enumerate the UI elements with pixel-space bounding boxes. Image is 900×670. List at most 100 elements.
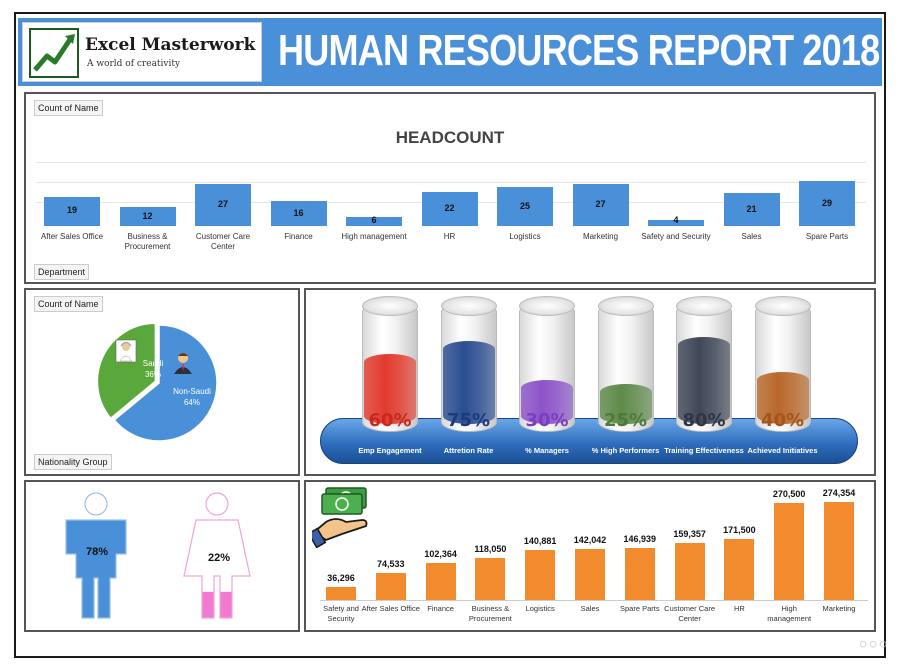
salary-bar-logistics — [525, 549, 556, 600]
salary-value-marketing: 274,354 — [822, 488, 856, 499]
money-hand-icon — [312, 487, 368, 548]
gridline — [36, 182, 866, 183]
male-percentage: 78% — [86, 546, 109, 558]
female-fill — [184, 591, 250, 618]
headcount-category-high-management: High management — [341, 232, 407, 241]
salary-value-spare-parts: 146,939 — [623, 533, 657, 544]
nationality-group-button[interactable]: Nationality Group — [34, 454, 112, 470]
headcount-value-safety-and-security: 4 — [673, 215, 679, 225]
headcount-bar-logistics — [497, 187, 553, 226]
kpi-label-managers: % Managers — [525, 446, 569, 455]
brand-logo: Excel Masterwork A world of creativity — [22, 22, 262, 82]
headcount-bar-customer-care-center — [195, 184, 251, 226]
growth-chart-icon — [29, 28, 79, 78]
pie-value-non-saudi: 64% — [183, 398, 200, 407]
salary-bar-finance — [425, 563, 456, 600]
headcount-category-logistics: Logistics — [509, 232, 541, 241]
headcount-category-business-procurement: Business & Procurement — [124, 232, 171, 251]
pie-slice-saudi — [96, 322, 157, 420]
watermark: ◦◦◦ — [858, 628, 888, 659]
salaries-panel: 36,296 Safety and Security 74,533 After Sal… — [304, 480, 876, 632]
headcount-panel: Count of Name HEADCOUNT Department 19 Aft… — [24, 92, 876, 284]
headcount-category-spare-parts: Spare Parts — [805, 232, 849, 241]
salary-value-sales: 142,042 — [573, 535, 607, 546]
headcount-bar-business-procurement — [119, 207, 176, 226]
kpi-value-emp-engagement: 60% — [368, 410, 412, 431]
salary-category-safety-and-security: Safety and Security — [323, 604, 359, 623]
kpi-value-achieved-initiatives: 40% — [760, 410, 805, 431]
salary-category-finance: Finance — [427, 604, 454, 613]
pie-label-non-saudi: Non-Saudi 64% — [166, 386, 218, 408]
salary-bar-after-sales-office — [375, 573, 406, 600]
kpi-value-attretion-rate: 75% — [446, 410, 491, 431]
headcount-chart-title: HEADCOUNT — [395, 128, 505, 147]
headcount-value-marketing: 27 — [595, 199, 606, 210]
salary-value-safety-and-security: 36,296 — [327, 573, 355, 584]
salary-category-spare-parts: Spare Parts — [619, 604, 660, 613]
saudi-person-icon — [115, 339, 137, 363]
headcount-value-after-sales-office: 19 — [66, 205, 77, 216]
salary-category-logistics: Logistics — [525, 604, 555, 613]
report-title: HUMAN RESOURCES REPORT 2018 — [278, 26, 880, 75]
kpi-value-managers: 30% — [525, 410, 569, 431]
businessman-icon — [174, 353, 192, 374]
salary-value-customer-care-center: 159,357 — [673, 529, 706, 540]
headcount-category-after-sales-office: After Sales Office — [40, 232, 104, 241]
salary-bar-sales — [575, 549, 605, 600]
nationality-field-button[interactable]: Count of Name — [34, 296, 103, 312]
kpi-value-high-performers: 25% — [603, 410, 648, 431]
salary-value-after-sales-office: 74,533 — [377, 559, 405, 570]
salary-bar-high-management — [774, 503, 805, 600]
salary-value-logistics: 140,881 — [523, 535, 557, 546]
department-field-button[interactable]: Department — [34, 264, 90, 280]
headcount-bar-safety-and-security — [648, 219, 704, 226]
kpi-cap-training-effectiveness — [676, 296, 732, 316]
salary-value-high-management: 270,500 — [772, 489, 806, 500]
kpi-label-achieved-initiatives: Achieved Initiatives — [747, 446, 818, 455]
salary-bar-marketing — [824, 502, 854, 600]
kpi-cap-attretion-rate — [440, 296, 497, 316]
kpi-value-training-effectiveness: 80% — [682, 410, 726, 431]
brand-tagline: A world of creativity — [87, 59, 181, 69]
kpi-fill-attretion-rate — [442, 341, 495, 424]
kpi-label-high-performers: % High Performers — [591, 446, 660, 455]
headcount-bar-sales — [723, 193, 780, 226]
salary-bar-business-procurement — [475, 557, 506, 600]
salary-category-customer-care-center: Customer Care Center — [664, 604, 716, 623]
salary-bar-spare-parts — [624, 547, 655, 600]
salary-category-hr: HR — [733, 604, 745, 613]
male-fill — [66, 520, 126, 618]
kpi-cap-high-performers — [597, 296, 654, 316]
kpi-label-emp-engagement: Emp Engagement — [358, 446, 422, 455]
headcount-category-hr: HR — [443, 232, 456, 241]
nationality-pie-chart — [96, 322, 218, 442]
kpi-label-attretion-rate: Attretion Rate — [443, 446, 494, 455]
kpi-cap-achieved-initiatives — [754, 296, 811, 316]
pie-category-non-saudi: Non-Saudi — [173, 387, 211, 396]
salaries-axis — [320, 600, 868, 601]
salary-bar-customer-care-center — [674, 543, 705, 600]
pie-label-saudi: Saudi 36% — [133, 358, 173, 380]
salary-category-business-procurement: Business & Procurement — [468, 604, 512, 623]
male-figure-icon — [65, 492, 127, 619]
pie-value-saudi: 36% — [144, 370, 161, 379]
salary-value-business-procurement: 118,050 — [474, 543, 507, 554]
headcount-value-business-procurement: 12 — [142, 210, 153, 221]
headcount-value-high-management: 6 — [371, 215, 377, 225]
pie-category-saudi: Saudi — [142, 359, 164, 368]
kpi-label-training-effectiveness: Training Effectiveness — [664, 446, 744, 455]
headcount-field-button[interactable]: Count of Name — [34, 100, 103, 116]
headcount-value-customer-care-center: 27 — [217, 199, 228, 210]
headcount-category-safety-and-security: Safety and Security — [641, 232, 711, 241]
headcount-value-finance: 16 — [293, 207, 304, 218]
headcount-category-marketing: Marketing — [582, 232, 619, 241]
headcount-category-sales: Sales — [741, 232, 762, 241]
headcount-category-finance: Finance — [284, 232, 313, 241]
headcount-bar-marketing — [572, 184, 629, 226]
salary-value-finance: 102,364 — [424, 549, 457, 560]
headcount-bar-finance — [270, 201, 327, 226]
headcount-value-logistics: 25 — [519, 200, 530, 211]
female-percentage: 22% — [208, 552, 231, 564]
headcount-value-spare-parts: 29 — [821, 197, 832, 208]
kpi-fill-training-effectiveness — [678, 337, 730, 424]
